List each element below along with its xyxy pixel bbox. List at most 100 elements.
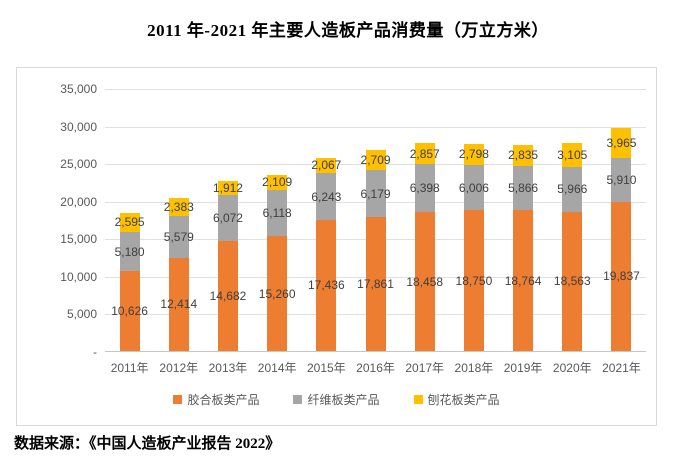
- bar-segment: 6,243: [311, 173, 341, 220]
- bar-segment: 14,682: [210, 240, 246, 351]
- bar-segment: 6,398: [410, 164, 440, 213]
- bar-column: 19,837 5,910 3,965: [597, 89, 646, 351]
- bar-segment: 5,866: [508, 165, 538, 211]
- bar-value-label: 6,179: [360, 186, 391, 201]
- bar-column: 17,436 6,243 2,067: [302, 89, 351, 351]
- bar-segment: 2,709: [361, 150, 391, 171]
- bar-segment: 2,067: [311, 157, 341, 174]
- y-axis-tick: 35,000: [60, 82, 97, 96]
- x-axis-label: 2016年: [356, 361, 395, 375]
- bar-segment: 3,965: [606, 127, 636, 158]
- y-axis-tick: 20,000: [60, 194, 97, 209]
- bar-stack: 17,861 6,179 2,709: [357, 150, 394, 351]
- bar-segment: 1,912: [213, 180, 243, 196]
- bar-value-label: 2,109: [262, 175, 293, 190]
- bar-segment: 2,595: [115, 212, 145, 233]
- bar-column: 18,563 5,966 3,105: [548, 89, 597, 351]
- bar-column: 14,682 6,072 1,912: [203, 89, 252, 351]
- legend-label: 刨花板类产品: [427, 393, 500, 407]
- bar-value-label: 17,436: [307, 278, 345, 293]
- y-axis-tick: 5,000: [66, 307, 97, 322]
- bar-stack: 15,260 6,118 2,109: [259, 174, 296, 351]
- bar-segment: 6,072: [213, 195, 243, 241]
- bar-value-label: 6,118: [262, 206, 292, 221]
- legend-marker-icon: [413, 395, 423, 404]
- bar-value-label: 18,750: [455, 273, 493, 288]
- bar-segment: 5,180: [115, 232, 145, 272]
- y-axis-tick: 15,000: [60, 232, 97, 247]
- bar-segment: 5,579: [164, 215, 194, 258]
- bar-segment: 17,861: [357, 216, 394, 351]
- bar-value-label: 5,866: [508, 180, 539, 195]
- bar-value-label: 14,682: [209, 288, 247, 303]
- bar-value-label: 5,579: [163, 229, 194, 244]
- x-axis-label: 2018年: [454, 361, 494, 375]
- bar-segment: 18,458: [406, 212, 443, 351]
- bar-stack: 19,837 5,910 3,965: [603, 127, 640, 351]
- y-axis-tick: 10,000: [60, 269, 97, 284]
- gridline: [105, 89, 646, 90]
- bar-value-label: 17,861: [357, 276, 394, 291]
- bar-value-label: 3,965: [606, 135, 637, 150]
- bar-segment: 5,910: [606, 157, 636, 202]
- bar-segment: 2,383: [164, 197, 194, 216]
- bar-segment: 12,414: [160, 257, 197, 351]
- bar-stack: 18,764 5,866 2,835: [505, 144, 541, 351]
- y-axis-tick: -: [93, 345, 97, 359]
- bar-value-label: 18,764: [504, 273, 542, 288]
- bar-segment: 19,837: [603, 201, 640, 351]
- x-axis-label: 2013年: [208, 361, 248, 375]
- y-axis-tick: 30,000: [60, 119, 97, 134]
- bar-segment: 2,835: [508, 144, 538, 166]
- bar-value-label: 2,857: [409, 146, 440, 161]
- x-axis-label: 2011年: [110, 361, 149, 375]
- legend-item: 胶合板类产品: [173, 391, 259, 408]
- bar-segment: 2,798: [459, 143, 489, 165]
- bar-column: 18,750 6,006 2,798: [449, 89, 498, 351]
- legend-label: 纤维板类产品: [307, 393, 380, 407]
- bar-value-label: 6,006: [458, 180, 489, 195]
- bar-value-label: 5,180: [114, 244, 145, 259]
- bar-segment: 5,966: [557, 166, 587, 212]
- bar-column: 18,458 6,398 2,857: [400, 89, 449, 351]
- bar-segment: 18,764: [505, 210, 541, 351]
- bar-stack: 10,626 5,180 2,595: [111, 212, 148, 351]
- bar-segment: 17,436: [308, 219, 345, 351]
- bar-value-label: 6,243: [311, 189, 342, 204]
- bar-segment: 6,006: [459, 164, 489, 211]
- bar-value-label: 15,260: [258, 286, 296, 301]
- bar-value-label: 1,912: [212, 180, 243, 195]
- bar-value-label: 2,067: [311, 158, 342, 173]
- bar-value-label: 10,626: [111, 304, 148, 319]
- bar-column: 10,626 5,180 2,595: [105, 89, 154, 351]
- bar-stack: 17,436 6,243 2,067: [308, 157, 345, 351]
- bar-stack: 18,458 6,398 2,857: [406, 142, 443, 351]
- bar-segment: 2,109: [262, 174, 292, 191]
- x-axis-labels: 2011年 2012年 2013年 2014年 2015年 2016年 2017年 2018年…: [105, 359, 646, 376]
- x-axis-label: 2017年: [405, 361, 445, 375]
- chart-title: 2011 年-2021 年主要人造板产品消费量（万立方米）: [147, 21, 549, 40]
- x-axis-label: 2021年: [602, 361, 641, 375]
- bar-stack: 18,563 5,966 3,105: [554, 143, 591, 351]
- gridline: [105, 126, 646, 128]
- legend-marker-icon: [173, 395, 183, 404]
- bar-value-label: 2,709: [360, 153, 391, 168]
- bar-stack: 14,682 6,072 1,912: [210, 180, 246, 351]
- bar-value-label: 3,105: [557, 148, 588, 163]
- bar-column: 12,414 5,579 2,383: [154, 89, 203, 351]
- bar-value-label: 5,910: [606, 172, 637, 187]
- x-axis-label: 2014年: [257, 361, 297, 375]
- legend-marker-icon: [293, 395, 303, 404]
- legend-label: 胶合板类产品: [187, 393, 260, 407]
- bars-container: 10,626 5,180 2,595 12,414 5,579 2,383 14,682 6,…: [105, 89, 646, 351]
- chart-frame: 10,626 5,180 2,595 12,414 5,579 2,383 14,682 6,…: [16, 67, 657, 426]
- bar-column: 17,861 6,179 2,709: [351, 89, 400, 351]
- bar-value-label: 19,837: [603, 269, 640, 284]
- x-axis-label: 2019年: [503, 361, 543, 375]
- bar-value-label: 6,398: [409, 181, 440, 196]
- bar-segment: 15,260: [259, 236, 296, 351]
- bar-value-label: 5,966: [557, 182, 588, 197]
- bar-stack: 18,750 6,006 2,798: [456, 143, 492, 351]
- x-axis-label: 2020年: [552, 361, 592, 375]
- x-axis-label: 2012年: [159, 361, 199, 375]
